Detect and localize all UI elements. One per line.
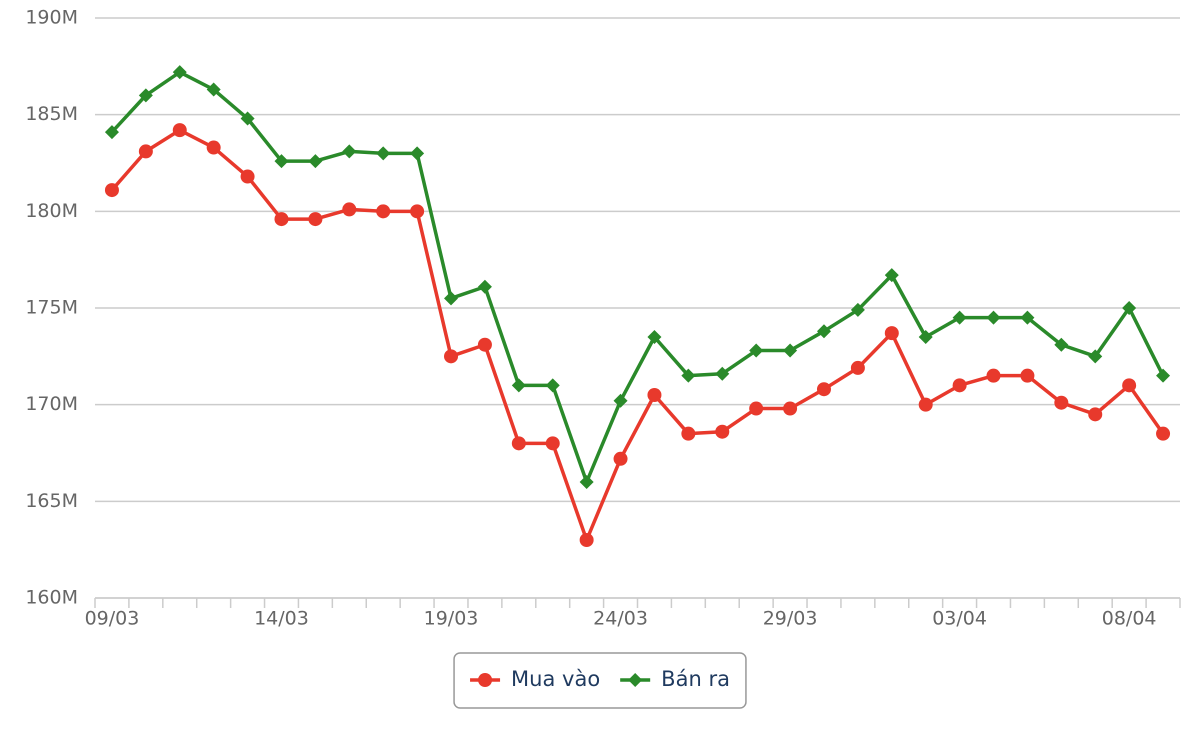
point	[172, 123, 187, 138]
point	[715, 424, 730, 439]
y-tick-label: 165M	[25, 490, 78, 512]
point	[749, 343, 764, 358]
point	[1088, 349, 1103, 364]
y-tick-label: 190M	[25, 7, 78, 29]
point	[681, 426, 696, 441]
point	[647, 330, 662, 344]
point	[749, 401, 764, 416]
point	[613, 393, 628, 408]
point	[172, 65, 187, 80]
point	[206, 82, 221, 97]
point	[138, 144, 153, 159]
point	[444, 349, 459, 364]
point	[628, 673, 643, 687]
point	[1054, 395, 1069, 410]
x-tick-label: 03/04	[932, 608, 987, 630]
legend-box	[453, 652, 747, 709]
legend: Mua vào Bán ra	[453, 652, 747, 709]
point	[1156, 368, 1171, 383]
x-tick-label: 24/03	[593, 608, 648, 630]
point	[1156, 426, 1171, 441]
point	[545, 378, 560, 393]
point	[783, 401, 798, 416]
point	[478, 673, 493, 687]
point	[342, 144, 357, 159]
point	[240, 169, 255, 184]
point	[1020, 368, 1035, 383]
point	[104, 183, 119, 198]
point	[884, 326, 899, 341]
point	[952, 310, 967, 325]
y-tick-label: 160M	[25, 587, 78, 609]
point	[308, 212, 323, 227]
point	[240, 111, 255, 126]
legend-label: Mua vào	[511, 667, 600, 691]
point	[783, 343, 798, 358]
point	[376, 204, 391, 219]
point	[918, 330, 933, 344]
point	[715, 366, 730, 381]
point	[816, 324, 831, 339]
series-line	[110, 70, 1165, 484]
x-tick-label: 14/03	[254, 608, 309, 630]
point	[1122, 301, 1137, 315]
point	[850, 360, 865, 375]
point	[376, 146, 391, 161]
point	[579, 475, 594, 489]
point	[816, 382, 831, 397]
point	[579, 533, 594, 547]
point	[511, 378, 526, 393]
point	[1088, 407, 1103, 422]
point	[477, 279, 492, 294]
y-tick-label: 175M	[25, 297, 78, 319]
point	[477, 337, 492, 352]
point	[104, 125, 119, 140]
point	[952, 378, 967, 393]
x-tick-label: 19/03	[424, 608, 479, 630]
point	[511, 436, 526, 451]
point	[342, 202, 357, 217]
y-tick-label: 170M	[25, 393, 78, 415]
x-tick-label: 29/03	[763, 608, 818, 630]
series-line	[110, 128, 1165, 542]
point	[986, 310, 1001, 325]
point	[850, 302, 865, 317]
point	[274, 154, 289, 169]
point	[410, 146, 425, 161]
point	[613, 451, 628, 466]
point	[1020, 310, 1035, 325]
y-tick-label: 185M	[25, 103, 78, 125]
legend-label: Bán ra	[661, 667, 730, 691]
point	[1054, 337, 1069, 352]
point	[681, 368, 696, 383]
point	[986, 368, 1001, 383]
point	[884, 268, 899, 283]
point	[545, 436, 560, 451]
y-tick-label: 180M	[25, 200, 78, 222]
point	[138, 88, 153, 103]
point	[444, 291, 459, 306]
point	[206, 140, 221, 155]
x-tick-label: 08/04	[1102, 608, 1157, 630]
x-tick-label: 09/03	[85, 608, 140, 630]
point	[1122, 378, 1137, 393]
point	[647, 388, 662, 402]
point	[918, 397, 933, 412]
point	[274, 212, 289, 227]
point	[308, 154, 323, 169]
point	[410, 204, 425, 219]
